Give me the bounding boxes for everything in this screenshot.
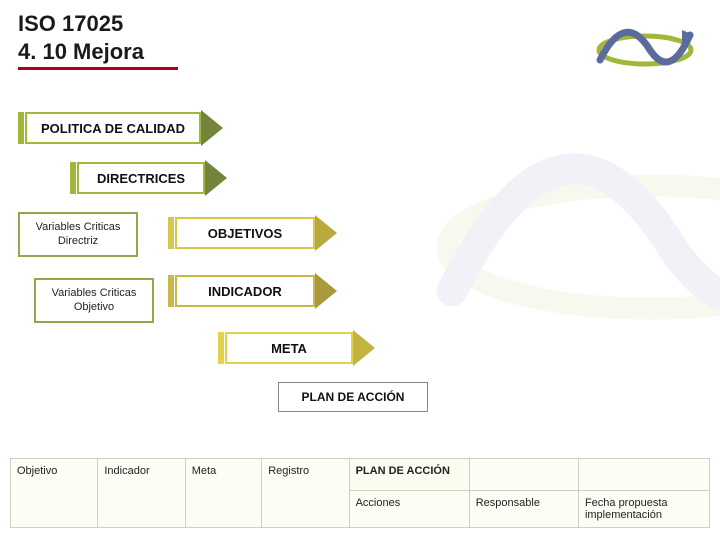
table-cell-r2-1: Responsable: [469, 491, 578, 528]
flow-box-directrices: DIRECTRICES: [70, 160, 227, 196]
arrow-right-icon: [315, 215, 337, 251]
table-header-indicador: Indicador: [98, 459, 185, 528]
arrow-right-icon: [353, 330, 375, 366]
side-box-vc-objetivo: Variables CriticasObjetivo: [34, 278, 154, 323]
table-header-blank2: [578, 459, 709, 491]
flow-box-label: META: [225, 332, 353, 364]
side-box-vc-directriz: Variables CriticasDirectriz: [18, 212, 138, 257]
table-header-registro: Registro: [262, 459, 349, 528]
title-underline: [18, 67, 178, 70]
table-header-blank1: [469, 459, 578, 491]
flow-box-label: INDICADOR: [175, 275, 315, 307]
logo-icon: [590, 20, 700, 85]
flow-box-label: POLITICA DE CALIDAD: [25, 112, 201, 144]
table-header-plan: PLAN DE ACCIÓN: [349, 459, 469, 491]
plan-de-accion-box: PLAN DE ACCIÓN: [278, 382, 428, 412]
accent-bar: [218, 332, 224, 364]
side-box-line1: Variables Criticas: [26, 220, 130, 234]
arrow-right-icon: [205, 160, 227, 196]
flow-box-indicador: INDICADOR: [168, 273, 337, 309]
watermark-icon: [408, 71, 720, 434]
page-title-block: ISO 17025 4. 10 Mejora: [18, 10, 178, 70]
side-box-line1: Variables Criticas: [42, 286, 146, 300]
flow-box-label: OBJETIVOS: [175, 217, 315, 249]
table-cell-r2-0: Acciones: [349, 491, 469, 528]
table-header-meta: Meta: [185, 459, 261, 528]
accent-bar: [70, 162, 76, 194]
accent-bar: [168, 217, 174, 249]
table-cell-r2-2: Fecha propuesta implementación: [578, 491, 709, 528]
flow-box-objetivos: OBJETIVOS: [168, 215, 337, 251]
accent-bar: [18, 112, 24, 144]
table-header-objetivo: Objetivo: [11, 459, 98, 528]
side-box-line2: Objetivo: [42, 300, 146, 314]
flow-box-label: DIRECTRICES: [77, 162, 205, 194]
accent-bar: [168, 275, 174, 307]
arrow-right-icon: [201, 110, 223, 146]
side-box-line2: Directriz: [26, 234, 130, 248]
action-plan-table: ObjetivoIndicadorMetaRegistroPLAN DE ACC…: [10, 458, 710, 528]
title-line-1: ISO 17025: [18, 10, 178, 38]
title-line-2: 4. 10 Mejora: [18, 38, 178, 66]
arrow-right-icon: [315, 273, 337, 309]
flow-box-meta: META: [218, 330, 375, 366]
plan-de-accion-label: PLAN DE ACCIÓN: [302, 390, 405, 404]
flow-box-politica: POLITICA DE CALIDAD: [18, 110, 223, 146]
